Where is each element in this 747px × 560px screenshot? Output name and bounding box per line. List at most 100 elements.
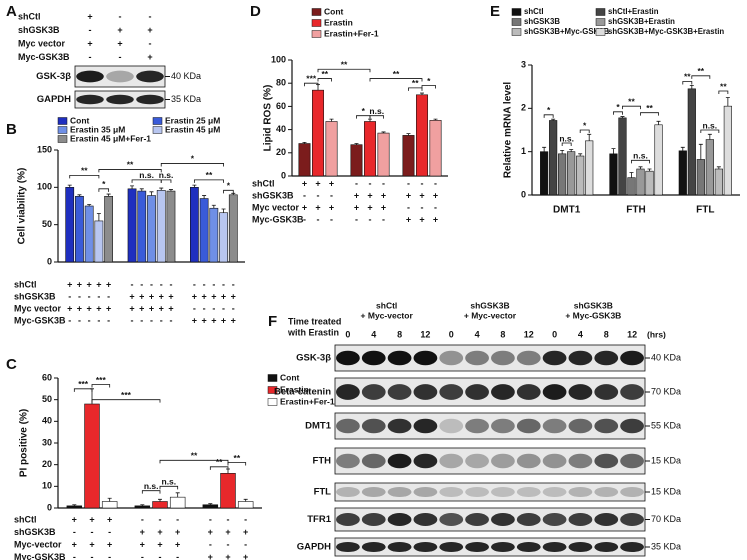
error-bar <box>381 131 386 134</box>
bar <box>84 403 100 509</box>
y-tick-label: 2 <box>521 103 526 113</box>
error-bar <box>725 97 730 107</box>
panel-label: D <box>250 3 261 20</box>
blot-band <box>542 418 567 434</box>
condition-sign: + <box>168 291 173 301</box>
legend-label: Erastin <box>280 384 309 394</box>
significance-bracket <box>622 105 641 110</box>
blot-band <box>336 453 360 469</box>
condition-sign: - <box>227 539 230 549</box>
blot-band <box>439 453 464 469</box>
blot-band <box>439 513 464 526</box>
blot-band <box>542 513 567 526</box>
significance-bracket <box>700 129 720 133</box>
condition-sign: - <box>355 214 358 224</box>
blot-band <box>361 486 386 498</box>
panel-label: F <box>268 313 277 330</box>
blot-band <box>568 486 593 498</box>
y-tick-label: 80 <box>276 78 286 88</box>
bar <box>101 501 118 509</box>
legend-swatch <box>267 386 278 394</box>
condition-sign: + <box>225 552 230 560</box>
bar <box>147 195 156 263</box>
significance-bracket <box>631 159 650 164</box>
significance-label: ** <box>321 69 328 79</box>
blot-band <box>516 418 541 434</box>
blot-band <box>336 513 360 526</box>
condition-sign: + <box>302 202 307 212</box>
error-bar <box>680 146 685 151</box>
panel-label: A <box>6 3 17 20</box>
significance-label: ** <box>684 72 691 82</box>
blot-band <box>594 541 619 553</box>
blot-band <box>76 94 104 105</box>
condition-sign: - <box>203 303 206 313</box>
significance-bracket <box>98 188 110 192</box>
bar <box>65 187 75 263</box>
blot-band <box>542 486 567 498</box>
condition-sign: + <box>211 291 216 301</box>
blot-band <box>76 70 104 83</box>
bar <box>298 143 311 177</box>
condition-sign: + <box>243 527 248 537</box>
blot-band <box>594 513 619 526</box>
time-label: 0 <box>552 329 557 339</box>
y-tick-label: 10 <box>42 481 52 491</box>
condition-sign: + <box>159 303 164 313</box>
significance-bracket <box>73 388 93 392</box>
condition-sign: - <box>169 279 172 289</box>
bar <box>429 120 442 177</box>
condition-sign: - <box>407 178 410 188</box>
error-bar <box>139 188 144 192</box>
condition-sign: + <box>72 514 77 524</box>
blot-band <box>387 541 412 553</box>
significance-label: n.s. <box>703 120 718 130</box>
significance-label: n.s. <box>159 170 174 180</box>
blot-band <box>387 513 412 526</box>
band-size: 70 KDa <box>651 514 681 524</box>
condition-sign: - <box>303 214 306 224</box>
condition-sign: + <box>139 291 144 301</box>
condition-sign: - <box>209 514 212 524</box>
condition-sign: + <box>175 527 180 537</box>
condition-sign: - <box>78 291 81 301</box>
blot-frame <box>334 447 646 475</box>
error-bar <box>243 498 248 502</box>
condition-sign: + <box>354 202 359 212</box>
blot-band <box>491 453 515 469</box>
condition-sign: + <box>67 303 72 313</box>
significance-bracket <box>561 142 572 146</box>
blot-band <box>387 350 412 366</box>
condition-sign: - <box>382 214 385 224</box>
significance-label: *** <box>306 73 317 83</box>
condition-sign: - <box>303 190 306 200</box>
band-size: 40 KDa <box>171 71 201 81</box>
significance-bracket <box>543 114 554 118</box>
condition-sign: + <box>117 38 122 48</box>
bar <box>127 188 137 263</box>
condition-sign: + <box>406 214 411 224</box>
significance-label: ** <box>191 451 198 461</box>
condition-sign: + <box>315 202 320 212</box>
bar <box>576 155 585 196</box>
significance-label: n.s. <box>144 481 159 491</box>
significance-bracket <box>613 111 623 115</box>
condition-sign: + <box>433 190 438 200</box>
legend-swatch <box>152 126 163 134</box>
error-bar <box>168 189 173 192</box>
significance-label: * <box>102 179 106 189</box>
condition-sign: - <box>193 279 196 289</box>
condition-sign: - <box>232 279 235 289</box>
y-tick-label: 40 <box>276 124 286 134</box>
significance-bracket <box>193 179 224 183</box>
condition-sign: + <box>231 315 236 325</box>
blot-band <box>361 541 386 553</box>
blot-band <box>568 384 593 400</box>
bar <box>714 168 723 196</box>
condition-sign: + <box>67 279 72 289</box>
blot-band <box>465 486 489 498</box>
legend-label: Cont <box>324 6 344 16</box>
error-bar <box>149 191 154 196</box>
blot-band <box>413 418 438 434</box>
y-tick-label: 3 <box>521 59 526 69</box>
